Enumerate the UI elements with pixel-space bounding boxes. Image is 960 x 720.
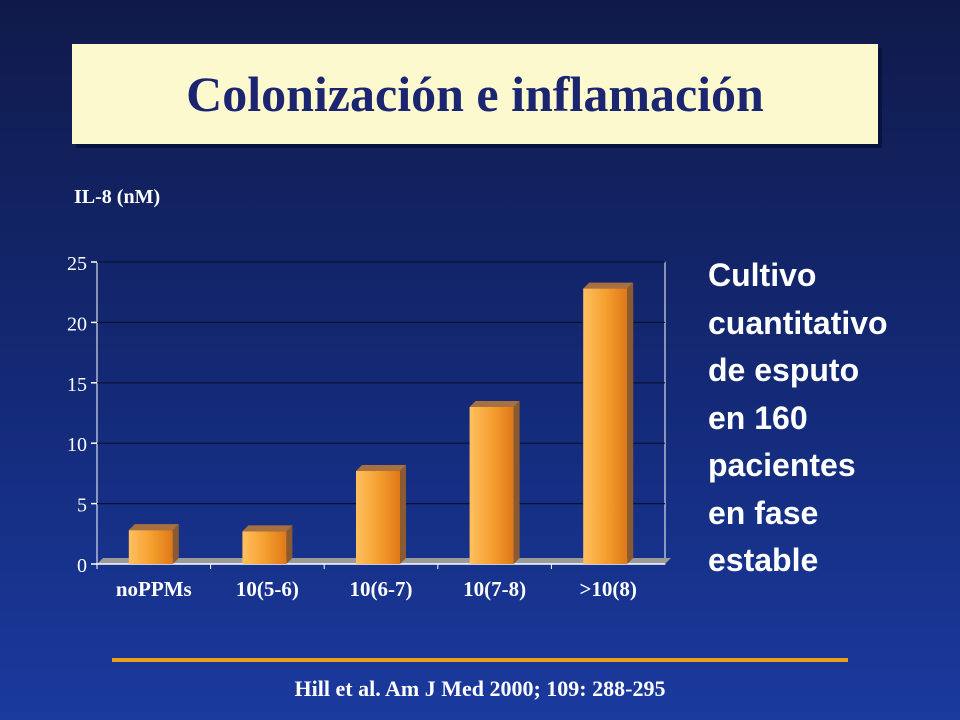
y-axis-label: IL-8 (nM) — [74, 186, 161, 208]
side-line: cuantitativo — [708, 304, 888, 341]
y-tick-label: 15 — [67, 374, 87, 396]
bar-side — [286, 525, 293, 564]
side-description: Cultivo cuantitativo de esputo en 160 pa… — [708, 252, 948, 585]
bar-side — [627, 282, 634, 564]
bar-top — [469, 400, 520, 407]
bar-top — [583, 282, 634, 289]
x-tick-label: 10(6-7) — [350, 577, 413, 601]
side-line: en 160 — [708, 399, 808, 436]
divider-rule — [112, 658, 848, 662]
bar — [469, 406, 514, 564]
bar-top — [128, 524, 179, 531]
x-tick-label: noPPMs — [116, 577, 192, 601]
x-tick-label: 10(7-8) — [463, 577, 526, 601]
bar — [583, 288, 628, 564]
side-line: Cultivo — [708, 257, 817, 293]
bar — [128, 530, 173, 564]
bar-side — [400, 464, 406, 564]
y-tick-label: 20 — [67, 313, 87, 335]
x-tick-label: 10(5-6) — [236, 577, 299, 601]
bar-top — [356, 464, 406, 471]
side-line: estable — [708, 542, 819, 578]
bar — [356, 470, 400, 564]
x-tick-label: >10(8) — [579, 577, 636, 601]
bar-chart: 0 5 10 15 20 25 noPPMs 10(5-6) 10(6-7) 10(7-8) >10… — [67, 253, 671, 601]
bar — [242, 531, 287, 564]
slide-title: Colonización e inflamación — [186, 66, 764, 122]
citation: Hill et al. Am J Med 2000; 109: 288-295 — [294, 676, 666, 701]
title-box: Colonización e inflamación — [72, 44, 878, 144]
y-tick-label: 0 — [77, 555, 87, 577]
bar-side — [513, 400, 520, 564]
side-line: de esputo — [708, 352, 860, 388]
bar-side — [172, 524, 179, 564]
y-tick-label: 5 — [77, 495, 87, 517]
y-tick-label: 10 — [67, 434, 87, 456]
side-line: en fase — [708, 494, 819, 531]
y-tick-label: 25 — [67, 253, 87, 275]
bar-top — [242, 525, 293, 532]
side-line: pacientes — [708, 447, 856, 483]
